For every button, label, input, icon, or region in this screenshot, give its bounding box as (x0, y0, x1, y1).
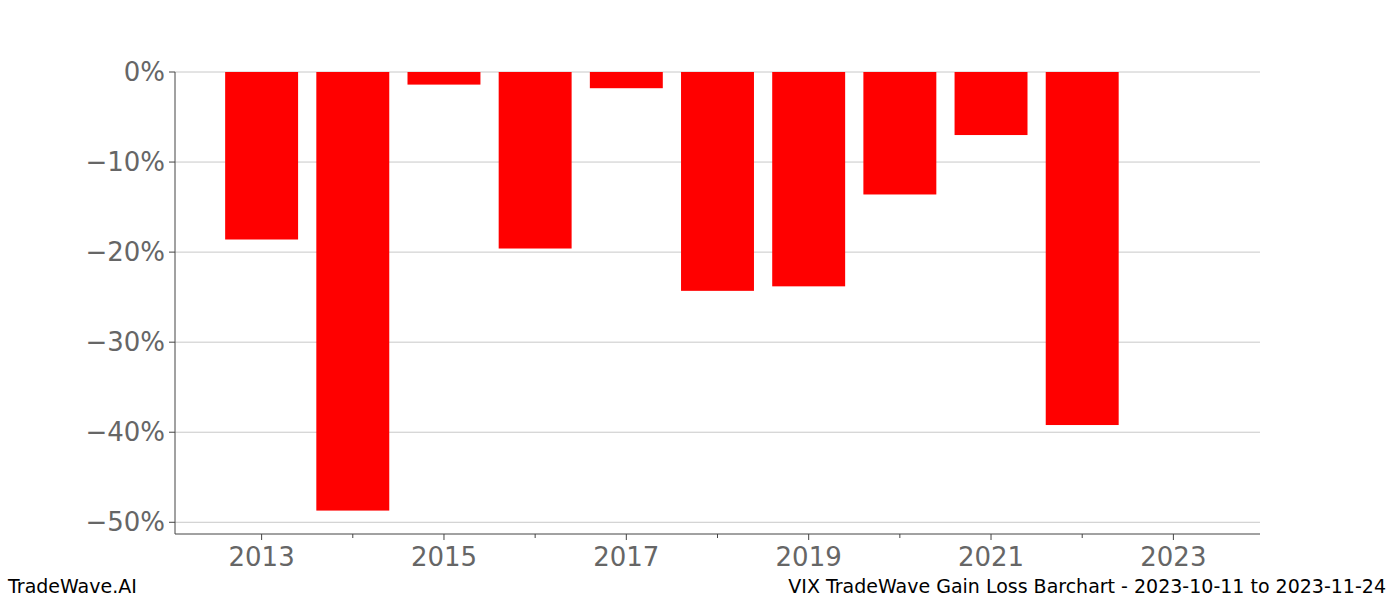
bar (863, 72, 936, 194)
x-tick-label: 2021 (958, 542, 1024, 572)
x-minor-tick (899, 534, 900, 538)
x-tick (626, 534, 627, 540)
y-tick-label: 0% (124, 57, 165, 87)
y-tick (169, 162, 175, 163)
y-tick (169, 72, 175, 73)
y-tick-label: −10% (85, 147, 165, 177)
x-axis-line (175, 534, 1260, 535)
x-minor-tick (535, 534, 536, 538)
bar (225, 72, 298, 240)
y-tick-label: −40% (85, 417, 165, 447)
bar (499, 72, 572, 249)
x-tick-label: 2013 (229, 542, 295, 572)
y-tick-label: −30% (85, 327, 165, 357)
bar (681, 72, 754, 291)
x-tick-label: 2019 (776, 542, 842, 572)
x-tick (261, 534, 262, 540)
bar (316, 72, 389, 511)
x-tick-label: 2017 (593, 542, 659, 572)
bar (1046, 72, 1119, 425)
y-tick-label: −20% (85, 237, 165, 267)
bars (225, 72, 1119, 511)
y-tick (169, 342, 175, 343)
x-tick (443, 534, 444, 540)
chart: 0% −10% −20% −30% −40% −50% 2013 2015 2017 2019 20… (0, 0, 1400, 600)
x-minor-tick (717, 534, 718, 538)
x-tick (991, 534, 992, 540)
x-minor-tick (352, 534, 353, 538)
y-axis-line (175, 72, 176, 534)
bar (408, 72, 481, 85)
y-tick-label: −50% (85, 507, 165, 537)
bar (955, 72, 1028, 135)
y-tick (169, 252, 175, 253)
bar (590, 72, 663, 88)
x-tick (1173, 534, 1174, 540)
x-tick (808, 534, 809, 540)
x-tick-label: 2023 (1140, 542, 1206, 572)
title: VIX TradeWave Gain Loss Barchart - 2023-… (788, 575, 1386, 597)
x-minor-tick (1082, 534, 1083, 538)
grid-line (175, 522, 1260, 523)
y-tick (169, 522, 175, 523)
credit: TradeWave.AI (7, 575, 137, 597)
x-tick-label: 2015 (411, 542, 477, 572)
bar (772, 72, 845, 286)
y-tick (169, 432, 175, 433)
